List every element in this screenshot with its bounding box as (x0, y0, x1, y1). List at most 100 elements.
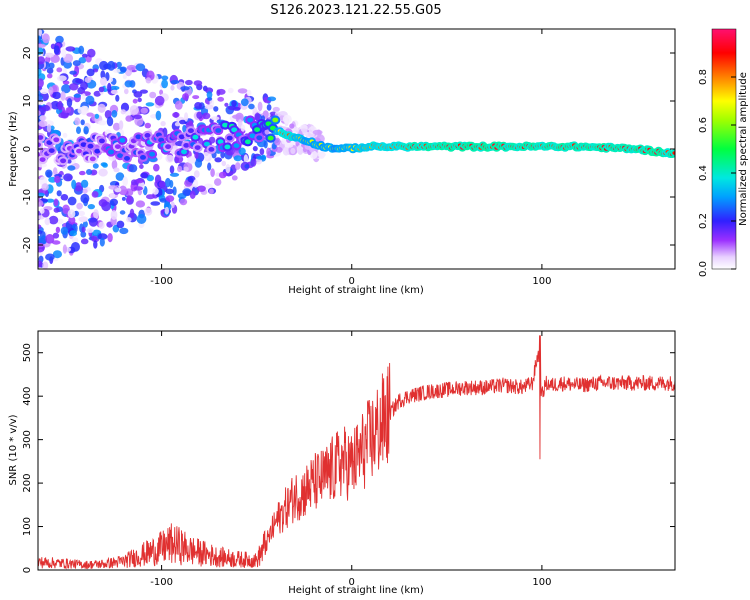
spectrogram-noise-blob (214, 157, 222, 163)
spectrogram-noise-blob (97, 233, 108, 240)
spectrogram-noise-blob (56, 190, 62, 197)
spectrogram-noise-blob (87, 48, 96, 58)
spectrogram-noise-blob (170, 201, 175, 209)
spectrogram-noise-blob (164, 206, 169, 215)
spectrogram-noise-blob (78, 57, 87, 64)
spectrogram-ridge-cell (254, 127, 261, 132)
snr-y-tick-label: 300 (22, 430, 33, 449)
spectrogram-noise-blob (53, 198, 59, 207)
spectrogram-noise-blob (169, 180, 174, 188)
spectrogram-noise-blob (98, 86, 105, 93)
spectrogram-noise-blob (38, 120, 48, 127)
spectrogram-noise-blob (106, 116, 114, 127)
spectrogram-noise-blob (289, 123, 295, 129)
spectrogram-noise-blob (52, 232, 60, 239)
spectrogram-noise-blob (135, 63, 146, 72)
spectrogram-noise-blob (136, 214, 147, 224)
spectrogram-noise-blob (102, 162, 108, 168)
spectrogram-noise-blob (52, 91, 62, 100)
spectrogram-noise-blob (80, 231, 87, 238)
spectrogram-noise-blob (170, 80, 180, 84)
snr-x-axis-label: Height of straight line (km) (288, 585, 424, 596)
spectrogram-noise-blob (135, 200, 146, 208)
spectrogram-noise-blob (139, 89, 148, 94)
spectrogram-noise-blob (154, 95, 165, 106)
spectrogram-noise-blob (67, 209, 76, 219)
spectrogram-noise-blob (80, 193, 90, 204)
spectrogram-noise-blob (98, 168, 108, 177)
spectrogram-noise-blob (82, 220, 88, 228)
spectrogram-noise-blob (80, 119, 85, 126)
spectrogram-noise-blob (250, 158, 257, 167)
spectrogram-noise-blob (60, 226, 69, 235)
spectrogram-noise-blob (259, 148, 265, 156)
spectrogram-ridge-cell (222, 122, 229, 128)
spectrogram-noise-blob (42, 261, 49, 269)
spectrogram-noise-blob (93, 90, 102, 97)
spectrogram-noise-blob (66, 98, 73, 108)
spectrogram-ridge-cell (76, 148, 83, 154)
spectrogram-noise-blob (232, 106, 241, 111)
spectrogram-noise-blob (152, 187, 159, 195)
spectrogram-ridge-cell (38, 142, 41, 148)
spectrogram-noise-blob (182, 124, 187, 133)
snr-y-tick-label: 200 (22, 474, 33, 493)
spectrogram-noise-blob (38, 235, 43, 245)
spectrogram-noise-blob (131, 179, 137, 186)
spectrogram-noise-blob (46, 67, 54, 74)
spectrogram-noise-blob (38, 110, 41, 117)
spectrogram-noise-blob (93, 240, 98, 249)
spectrogram-ridge-cell (233, 143, 240, 149)
spectrogram-noise-blob (129, 208, 135, 219)
spectrogram-noise-blob (161, 79, 169, 89)
spectrogram-ridge-cell (194, 145, 201, 151)
spectrogram-noise-blob (38, 43, 46, 48)
colorbar-label: Normalized spectral amplitude (738, 72, 749, 226)
spectrogram-noise-blob (65, 46, 76, 52)
spectrogram-noise-blob (72, 60, 81, 67)
spectrogram-y-ticks: 20 10 0 -10 -20 (22, 47, 675, 253)
spectrogram-noise-blob (113, 167, 120, 173)
spectrogram-noise-blob (169, 165, 175, 174)
spectrogram-noise-blob (145, 77, 152, 84)
spectrogram-noise-blob (67, 159, 72, 164)
spectrogram-noise-blob (56, 67, 63, 73)
spectrogram-noise-blob (150, 201, 161, 206)
spectrogram-noise-blob (60, 194, 69, 201)
spectrogram-noise-blob (107, 82, 112, 93)
spectrogram-noise-blob (86, 112, 94, 117)
spectrogram-noise-blob (210, 168, 215, 178)
spectrogram-y-axis-label: Frequency (Hz) (8, 111, 19, 187)
spectrogram-noise-blob (76, 126, 81, 134)
spectrogram-noise-blob (121, 196, 126, 201)
spectrogram-noise-blob (161, 75, 169, 81)
colorbar-tick-label: 0.6 (698, 117, 709, 133)
spectrogram-ridge-cell (224, 144, 231, 150)
spectrogram-noise-blob (78, 45, 85, 55)
spectrogram-noise-blob (53, 167, 58, 175)
spectrogram-noise-blob (204, 104, 214, 110)
spectrogram-noise-blob (48, 86, 54, 95)
spectrogram-noise-blob (248, 103, 255, 110)
spectrogram-noise-blob (94, 113, 100, 119)
spectrogram-y-tick-label: -20 (22, 237, 33, 253)
spectrogram-noise-blob (108, 185, 118, 190)
spectrogram-ridge-cell (183, 143, 190, 148)
spectrogram-noise-blob (119, 66, 127, 73)
colorbar-tick-label: 0.4 (698, 165, 709, 181)
spectrogram-noise-blob (165, 154, 175, 163)
spectrogram-noise-blob (115, 94, 120, 102)
spectrogram-noise-blob (38, 224, 42, 230)
spectrogram-noise-blob (172, 112, 180, 118)
snr-x-ticks: -100 0 100 (150, 331, 551, 588)
spectrogram-noise-blob (81, 226, 86, 233)
spectrogram-noise-blob (188, 120, 193, 126)
snr-x-tick-label: -100 (150, 577, 173, 588)
spectrogram-noise-blob (80, 81, 88, 90)
spectrogram-noise-blob (194, 151, 199, 159)
spectrogram-noise-blob (266, 104, 272, 111)
spectrogram-noise-blob (38, 56, 45, 65)
spectrogram-noise-blob (82, 188, 88, 194)
spectrogram-noise-blob (132, 98, 138, 104)
spectrogram-noise-blob (145, 102, 155, 107)
